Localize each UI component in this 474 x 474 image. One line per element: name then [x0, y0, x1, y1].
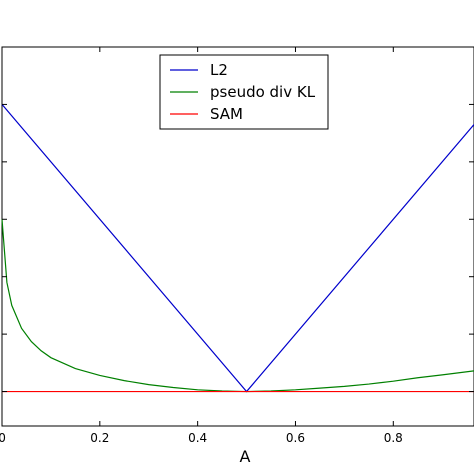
x-tick-label: 0.8 — [384, 431, 403, 445]
legend-label-pseudo-div-kl: pseudo div KL — [210, 83, 316, 101]
axis-ticks: 0 0.2 0.4 0.6 0.8 — [0, 47, 474, 445]
legend: L2 pseudo div KL SAM — [159, 54, 329, 130]
plot-area — [1, 46, 474, 427]
legend-label-l2: L2 — [210, 61, 228, 79]
legend-label-sam: SAM — [210, 105, 243, 123]
x-tick-label: 0.6 — [286, 431, 305, 445]
series-line-pseudo-div-kl — [1, 219, 474, 393]
x-tick-label: 0.2 — [90, 431, 109, 445]
series-lines — [1, 104, 474, 393]
plot-border — [1, 46, 474, 427]
x-tick-label: 0 — [0, 431, 6, 445]
x-axis-label: A — [240, 447, 251, 466]
series-line-l2 — [1, 104, 474, 393]
x-tick-label: 0.4 — [188, 431, 207, 445]
